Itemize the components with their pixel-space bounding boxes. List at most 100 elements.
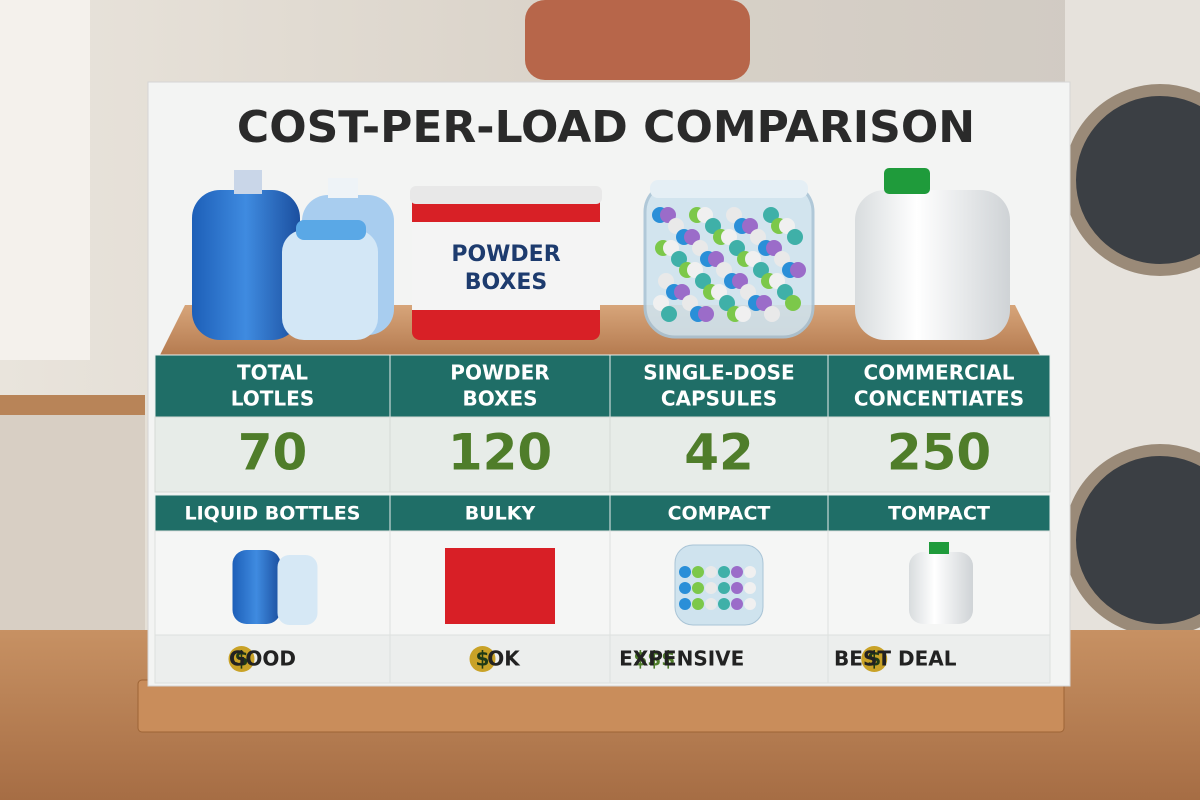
- value-cell: [609, 416, 829, 493]
- capsule: [695, 273, 711, 289]
- column-header: POWDER: [450, 361, 549, 385]
- column-header: CAPSULES: [661, 387, 777, 411]
- capsule: [705, 598, 717, 610]
- column-header: TOTAL: [237, 361, 308, 385]
- capsule: [732, 273, 748, 289]
- coin: [228, 646, 255, 672]
- icon: [445, 548, 555, 624]
- size-label: COMPACT: [668, 503, 771, 525]
- powder-box: [410, 186, 602, 340]
- sign-base: [137, 679, 1065, 733]
- capsule: [716, 262, 732, 278]
- column-header: LOTLES: [231, 387, 315, 411]
- capsule: [663, 240, 679, 256]
- capsule: [731, 598, 743, 610]
- capsule: [711, 284, 727, 300]
- capsule: [705, 582, 717, 594]
- capsule: [679, 566, 691, 578]
- header-cell: [389, 354, 611, 418]
- icon: [232, 550, 281, 624]
- coin: [469, 646, 496, 672]
- capsule: [787, 229, 803, 245]
- rating-cell: [389, 634, 611, 684]
- capsule: [674, 284, 690, 300]
- value-cell: [389, 416, 611, 493]
- capsule: [684, 229, 700, 245]
- capsule: [750, 229, 766, 245]
- capsule: [692, 240, 708, 256]
- cost-value: 120: [448, 424, 552, 482]
- size-cell: [389, 494, 611, 532]
- capsule: [687, 262, 703, 278]
- washer-door: [1064, 444, 1200, 636]
- value-cell: [154, 416, 391, 493]
- capsule: [698, 306, 714, 322]
- washer-door: [1064, 84, 1200, 276]
- rating-symbol: $: [867, 647, 881, 671]
- capsule: [731, 582, 743, 594]
- capsule: [744, 582, 756, 594]
- size-label: TOMPACT: [888, 503, 990, 525]
- liquid-bottles: [192, 170, 394, 340]
- rating: OK: [487, 647, 521, 671]
- capsule: [697, 207, 713, 223]
- product-label: POWDER: [451, 242, 560, 267]
- capsule: [679, 582, 691, 594]
- capsule: [705, 566, 717, 578]
- capsule: [756, 295, 772, 311]
- capsule: [705, 218, 721, 234]
- capsule: [692, 598, 704, 610]
- capsule: [744, 598, 756, 610]
- capsule: [745, 251, 761, 267]
- rating-symbol: $: [235, 647, 249, 671]
- capsule: [653, 295, 669, 311]
- column-header: BOXES: [462, 387, 537, 411]
- window: [0, 0, 90, 360]
- cost-value: 70: [238, 424, 308, 482]
- capsule: [763, 207, 779, 223]
- capsule: [740, 284, 756, 300]
- icon: [277, 555, 318, 625]
- column-header: CONCENTIATES: [854, 387, 1024, 411]
- cost-value: 42: [684, 424, 754, 482]
- capsule: [718, 566, 730, 578]
- title: COST-PER-LOAD COMPARISON: [237, 102, 975, 153]
- capsule: [742, 218, 758, 234]
- rating-symbol: $: [476, 647, 490, 671]
- rating: GOOD: [229, 647, 296, 671]
- capsule: [682, 295, 698, 311]
- coin: [861, 646, 888, 672]
- counter: [0, 395, 145, 415]
- column-header: SINGLE-DOSE: [643, 361, 794, 385]
- capsule: [779, 218, 795, 234]
- icon: [909, 552, 973, 624]
- capsule: [692, 566, 704, 578]
- size-label: LIQUID BOTTLES: [185, 503, 361, 525]
- size-cell: [827, 494, 1051, 532]
- capsule: [729, 240, 745, 256]
- capsule: [785, 295, 801, 311]
- capsule: [671, 251, 687, 267]
- capsule: [718, 598, 730, 610]
- capsule: [718, 582, 730, 594]
- cabinet: [0, 400, 145, 640]
- capsule: [719, 295, 735, 311]
- capsule: [766, 240, 782, 256]
- capsule: [692, 582, 704, 594]
- icon: [929, 542, 949, 554]
- capsule: [726, 207, 742, 223]
- capsule: [731, 566, 743, 578]
- value-cell: [827, 416, 1051, 493]
- header-cell: [827, 354, 1051, 418]
- rating: BEST DEAL: [834, 647, 957, 671]
- rating-cell: [154, 634, 391, 684]
- capsule: [777, 284, 793, 300]
- capsule: [753, 262, 769, 278]
- concentrate-jug: [855, 168, 1010, 340]
- capsule: [668, 218, 684, 234]
- size-label: BULKY: [465, 503, 536, 525]
- rating: EXPENSIVE: [619, 647, 744, 671]
